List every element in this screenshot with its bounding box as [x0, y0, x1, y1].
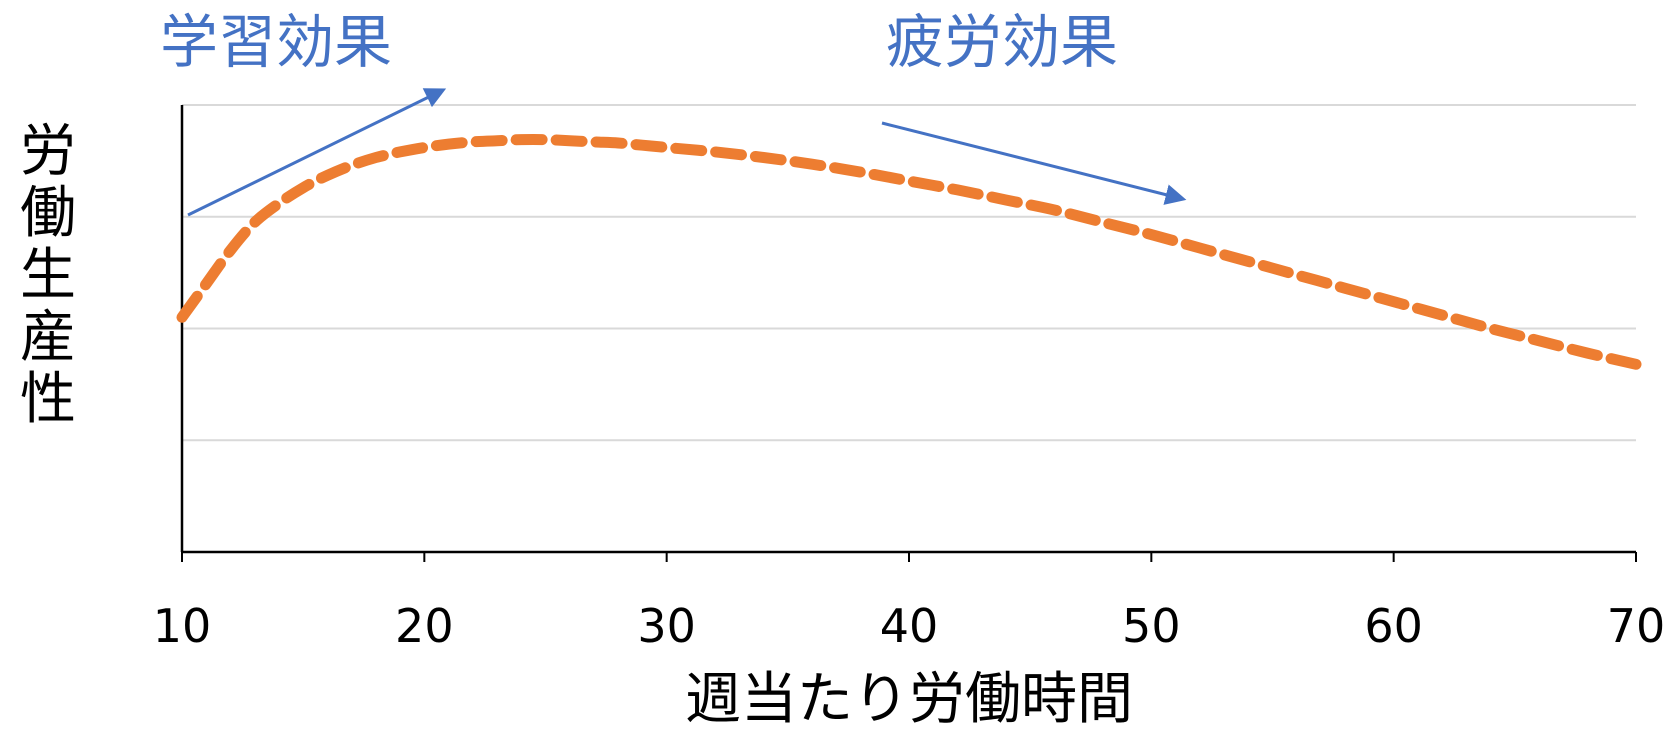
annotation-fatigue-arrow — [881, 121, 1187, 205]
x-tick-label: 10 — [153, 599, 212, 653]
annotation-learning-arrow — [187, 88, 447, 217]
x-tick-label: 30 — [637, 599, 696, 653]
annotation-learning-text: 学習効果 — [160, 8, 392, 76]
x-tick-label: 60 — [1364, 599, 1423, 653]
annotations: 学習効果 疲労効果 — [160, 8, 1187, 217]
series-line-0 — [176, 134, 1642, 370]
x-tick-label: 40 — [880, 599, 939, 653]
y-axis-title: 労働生産性 — [20, 119, 76, 432]
axis-labels: 10 20 30 40 50 60 70 週当たり労働時間 労働生産性 — [20, 119, 1666, 730]
axes — [180, 105, 1637, 562]
series-layer — [176, 134, 1642, 370]
x-tick-label: 50 — [1122, 599, 1181, 653]
x-axis-title: 週当たり労働時間 — [685, 667, 1133, 726]
x-tick-label: 70 — [1607, 599, 1666, 653]
x-tick-label: 20 — [395, 599, 454, 653]
annotation-fatigue-text: 疲労効果 — [886, 8, 1118, 76]
